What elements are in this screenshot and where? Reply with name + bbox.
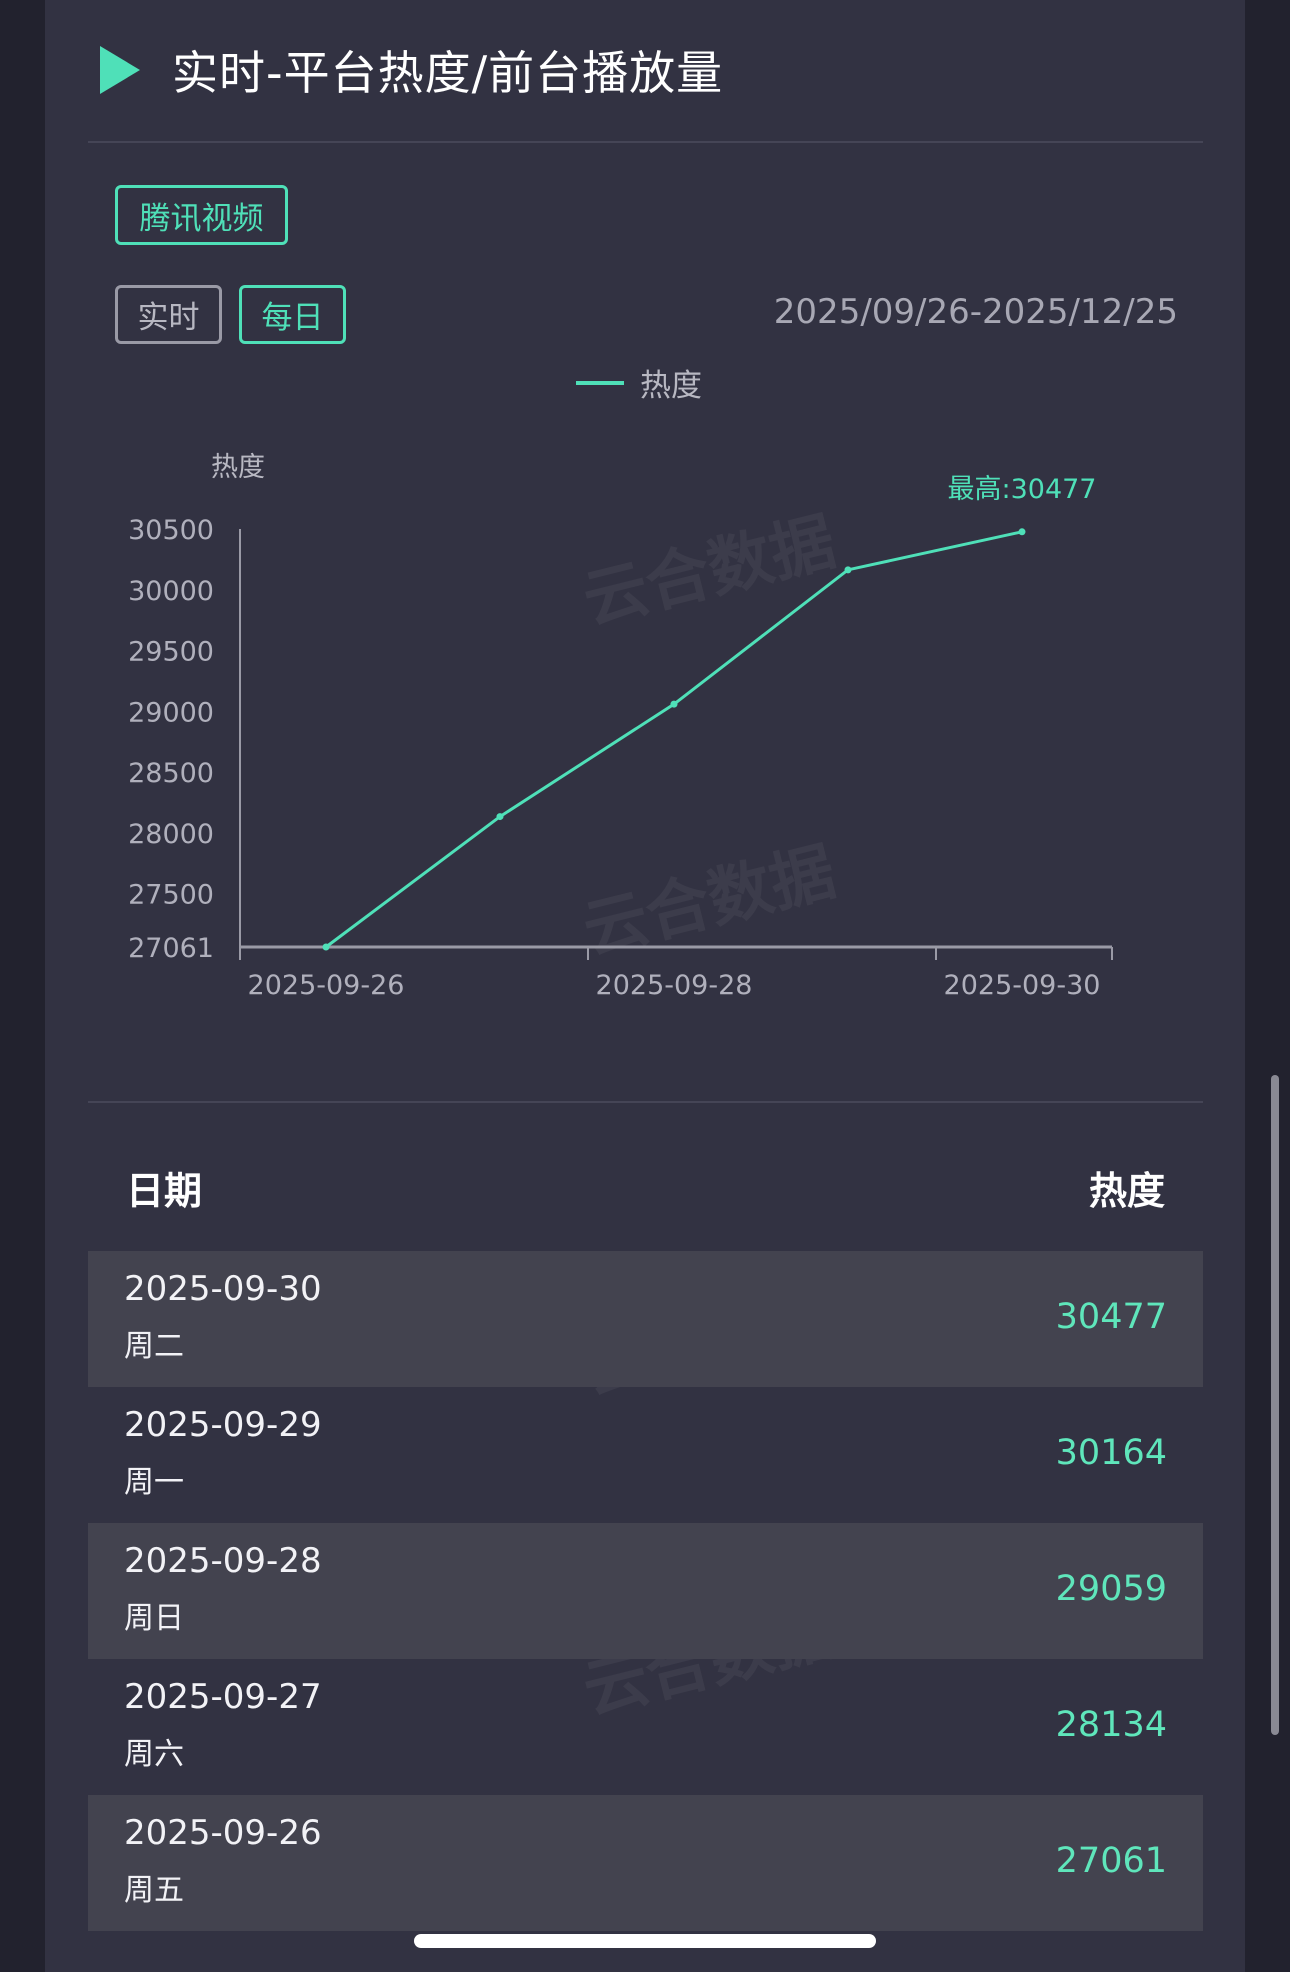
row-date: 2025-09-29 [124,1405,322,1445]
y-axis-label: 热度 [211,452,265,483]
platform-tag-button[interactable]: 腾讯视频 [115,185,288,245]
row-weekday: 周一 [124,1465,184,1500]
row-value: 28134 [1055,1705,1167,1745]
data-point [844,566,852,574]
row-weekday: 周五 [124,1873,184,1908]
legend-line-icon [576,380,624,385]
column-header-date: 日期 [126,1169,203,1213]
scrollbar[interactable] [1271,1075,1279,1735]
row-weekday: 周二 [124,1329,184,1364]
row-date: 2025-09-27 [124,1677,322,1717]
y-tick-label: 27061 [128,933,214,964]
home-indicator[interactable] [414,1934,876,1948]
row-date: 2025-09-26 [124,1813,322,1853]
row-value: 27061 [1055,1841,1167,1881]
play-icon [100,46,140,94]
series-line-heat [325,530,1023,949]
row-weekday: 周六 [124,1737,184,1772]
table-row[interactable]: 2025-09-27 周六 28134 [88,1659,1203,1795]
date-range[interactable]: 2025/09/26-2025/12/25 [773,292,1178,332]
section-title: 实时-平台热度/前台播放量 [172,46,724,100]
header-divider [88,141,1203,143]
y-tick-label: 27500 [128,880,214,911]
table-header: 日期 热度 [88,1140,1203,1230]
tab-daily[interactable]: 每日 [239,285,346,344]
table-row[interactable]: 2025-09-26 周五 27061 [88,1795,1203,1931]
line-chart[interactable]: 热度 30500 30000 29500 29000 28500 28000 27500 270… [0,430,1290,1030]
y-tick-label: 28000 [128,819,214,850]
x-tick-label: 2025-09-26 [248,970,405,1001]
data-point [322,943,330,951]
row-date: 2025-09-30 [124,1269,322,1309]
legend-label: 热度 [640,368,702,404]
y-tick-label: 29000 [128,697,214,728]
row-value: 30477 [1055,1297,1167,1337]
row-weekday: 周日 [124,1601,184,1636]
row-value: 30164 [1055,1433,1167,1473]
chart-legend[interactable]: 热度 [576,360,702,405]
y-tick-label: 29500 [128,637,214,668]
table-row[interactable]: 2025-09-29 周一 30164 [88,1387,1203,1523]
data-point [496,813,504,821]
y-tick-label: 30000 [128,576,214,607]
y-tick-label: 30500 [128,515,214,546]
column-header-value: 热度 [1088,1169,1165,1213]
tab-realtime[interactable]: 实时 [115,285,222,344]
chart-divider [88,1101,1203,1103]
max-annotation: 最高:30477 [948,474,1097,505]
y-tick-label: 28500 [128,758,214,789]
table-row[interactable]: 2025-09-30 周二 30477 [88,1251,1203,1387]
row-date: 2025-09-28 [124,1541,322,1581]
x-tick-label: 2025-09-28 [596,970,753,1001]
table-row[interactable]: 2025-09-28 周日 29059 [88,1523,1203,1659]
data-point [1018,528,1026,536]
section-header: 实时-平台热度/前台播放量 [100,30,723,110]
x-tick-label: 2025-09-30 [944,970,1101,1001]
data-point [670,700,678,708]
row-value: 29059 [1055,1569,1167,1609]
